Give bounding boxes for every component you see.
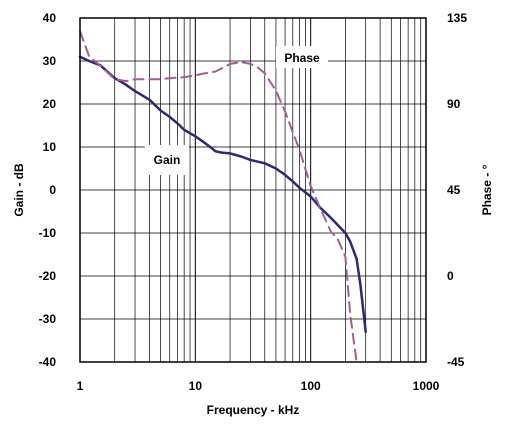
x-tick-label: 1000 [413,379,440,393]
phase-series-label: Phase [284,51,320,65]
y-right-tick-label: 0 [447,269,454,283]
y-right-tick-label: 135 [447,11,467,25]
y-left-tick-label: -10 [39,226,57,240]
y-right-tick-label: 90 [447,97,461,111]
y-left-tick-label: 20 [43,97,57,111]
gain-label-bg [145,145,189,175]
plot-frame [79,17,427,363]
y-left-tick-label: -40 [39,355,57,369]
y-axis-left-title: Gain - dB [12,163,26,217]
x-tick-label: 100 [301,379,321,393]
y-right-tick-label: 45 [447,183,461,197]
grid [79,17,426,363]
y-left-tick-label: 40 [43,11,57,25]
y-right-tick-label: -45 [447,355,465,369]
y-axis-right-title: Phase - ° [480,164,494,215]
phase-curve [79,30,358,363]
x-axis-title: Frequency - kHz [207,403,300,417]
x-tick-label: 10 [189,379,203,393]
y-left-tick-label: 0 [49,183,56,197]
phase-label-bg [276,46,328,68]
gain-series-label: Gain [154,153,181,167]
series-layer [78,30,367,363]
gain-curve [78,55,367,334]
y-left-tick-label: -30 [39,312,57,326]
x-tick-label: 1 [77,379,84,393]
y-left-tick-label: 30 [43,54,57,68]
y-left-tick-label: -20 [39,269,57,283]
y-left-tick-label: 10 [43,140,57,154]
